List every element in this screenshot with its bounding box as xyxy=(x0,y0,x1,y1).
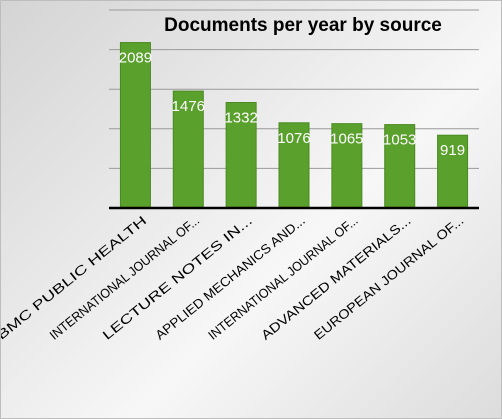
data-labels: 2089 1476 1332 1076 1065 1053 919 xyxy=(119,50,465,160)
data-label: 1476 xyxy=(172,98,205,115)
bar xyxy=(384,124,416,209)
data-label: 1332 xyxy=(224,110,257,127)
bar xyxy=(437,134,469,209)
bar xyxy=(119,42,151,209)
data-label: 1076 xyxy=(277,130,310,147)
bar xyxy=(172,90,204,209)
bar xyxy=(331,123,363,209)
chart-title: Documents per year by source xyxy=(164,15,442,36)
data-label: 2089 xyxy=(119,50,152,67)
bars xyxy=(119,42,469,209)
gridlines xyxy=(109,9,479,169)
bar xyxy=(278,122,310,209)
data-label: 1053 xyxy=(383,132,416,149)
data-label: 1065 xyxy=(330,131,363,148)
data-label: 919 xyxy=(440,142,465,159)
